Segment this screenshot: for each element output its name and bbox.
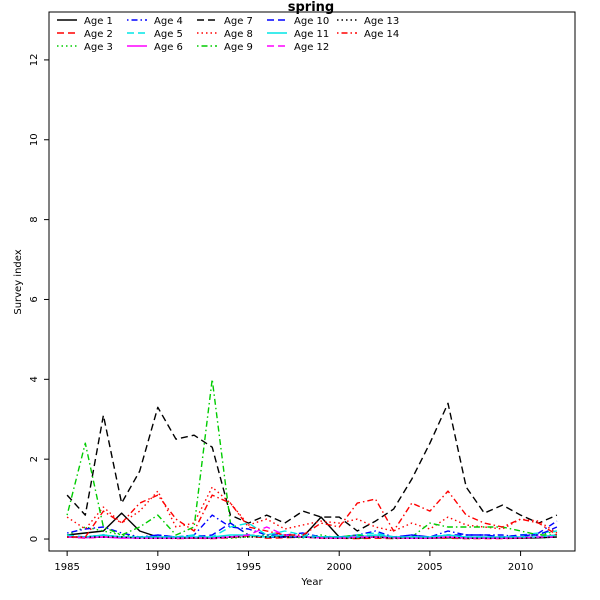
y-tick-label: 8 <box>29 216 40 222</box>
x-tick-label: 2010 <box>508 562 533 573</box>
y-tick-label: 0 <box>29 536 40 542</box>
legend-label: Age 10 <box>294 16 329 27</box>
legend-label: Age 9 <box>224 42 253 53</box>
chart-title: spring <box>288 0 334 15</box>
y-tick-label: 6 <box>29 296 40 302</box>
x-axis-title: Year <box>300 577 323 588</box>
y-tick-label: 2 <box>29 456 40 462</box>
legend-label: Age 3 <box>84 42 113 53</box>
legend-label: Age 4 <box>154 16 183 27</box>
y-axis-title: Survey index <box>13 249 24 314</box>
series-line-age-9 <box>66 378 557 538</box>
legend-label: Age 11 <box>294 29 329 40</box>
legend-label: Age 12 <box>294 42 329 53</box>
y-tick-label: 10 <box>29 133 40 146</box>
plot-frame <box>48 11 576 552</box>
x-tick-label: 1995 <box>236 562 261 573</box>
series-line-age-14 <box>67 490 558 538</box>
x-tick-label: 1985 <box>54 562 79 573</box>
legend: Age 1 Age 2 Age 3 Age 4 Age 5 Age 6 Age 7 Age 8… <box>57 16 399 53</box>
legend-label: Age 6 <box>154 42 183 53</box>
series-line-age-8 <box>66 486 558 534</box>
legend-label: Age 8 <box>224 29 253 40</box>
y-tick-label: 4 <box>29 376 40 382</box>
legend-label: Age 1 <box>84 16 113 27</box>
y-tick-label: 12 <box>29 54 40 67</box>
series-line-age-13 <box>67 536 557 539</box>
x-tick-label: 1990 <box>145 562 170 573</box>
series-line-age-7 <box>66 402 558 532</box>
legend-label: Age 7 <box>224 16 253 27</box>
legend-label: Age 2 <box>84 29 113 40</box>
legend-label: Age 14 <box>364 29 399 40</box>
legend-label: Age 5 <box>154 29 183 40</box>
x-tick-label: 2005 <box>417 562 442 573</box>
x-tick-label: 2000 <box>326 562 351 573</box>
legend-label: Age 13 <box>364 16 399 27</box>
series-line-age-4 <box>66 514 558 538</box>
